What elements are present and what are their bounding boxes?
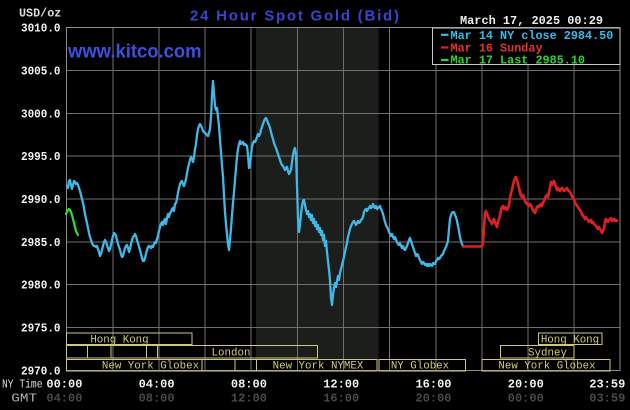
svg-text:16:00: 16:00	[415, 378, 451, 392]
svg-text:20:00: 20:00	[508, 378, 544, 392]
svg-text:2985.0: 2985.0	[21, 237, 61, 250]
svg-text:www.kitco.com: www.kitco.com	[67, 42, 201, 63]
svg-text:00:00: 00:00	[46, 378, 82, 392]
svg-text:March 17, 2025 00:29: March 17, 2025 00:29	[460, 14, 603, 28]
svg-text:Sydney: Sydney	[528, 347, 567, 359]
svg-text:Mar 17 Last 2985.10: Mar 17 Last 2985.10	[451, 54, 586, 68]
svg-text:Mar 14 NY close 2984.50: Mar 14 NY close 2984.50	[451, 29, 614, 43]
svg-text:USD/oz: USD/oz	[19, 7, 61, 21]
svg-text:23:59: 23:59	[589, 378, 625, 392]
svg-text:20:00: 20:00	[415, 392, 451, 406]
svg-text:2975.0: 2975.0	[21, 323, 61, 336]
svg-text:04:00: 04:00	[46, 392, 82, 406]
svg-text:2980.0: 2980.0	[21, 280, 61, 293]
svg-text:NY Globex: NY Globex	[391, 360, 449, 372]
svg-text:12:00: 12:00	[323, 378, 359, 392]
svg-text:2995.0: 2995.0	[21, 151, 61, 164]
svg-text:2970.0: 2970.0	[21, 366, 61, 379]
svg-text:08:00: 08:00	[231, 378, 267, 392]
svg-text:00:00: 00:00	[508, 392, 544, 406]
svg-text:New York Globex: New York Globex	[102, 360, 199, 372]
svg-text:04:00: 04:00	[139, 378, 175, 392]
svg-text:3005.0: 3005.0	[21, 66, 61, 79]
svg-text:24 Hour Spot Gold (Bid): 24 Hour Spot Gold (Bid)	[190, 8, 399, 25]
svg-text:08:00: 08:00	[139, 392, 175, 406]
svg-text:GMT: GMT	[11, 393, 37, 406]
svg-text:Hong Kong: Hong Kong	[90, 334, 148, 346]
svg-text:NY Time: NY Time	[2, 379, 43, 392]
svg-text:12:00: 12:00	[231, 392, 267, 406]
svg-text:03:59: 03:59	[589, 392, 625, 406]
svg-text:Mar 16 Sunday: Mar 16 Sunday	[451, 41, 543, 55]
svg-text:3010.0: 3010.0	[21, 23, 61, 36]
svg-text:2990.0: 2990.0	[21, 194, 61, 207]
svg-text:16:00: 16:00	[323, 392, 359, 406]
svg-text:London: London	[212, 347, 251, 359]
svg-text:3000.0: 3000.0	[21, 108, 61, 121]
svg-text:Hong Kong: Hong Kong	[541, 334, 599, 346]
svg-text:New York NYMEX: New York NYMEX	[273, 360, 364, 372]
svg-text:New York Globex: New York Globex	[498, 360, 595, 372]
